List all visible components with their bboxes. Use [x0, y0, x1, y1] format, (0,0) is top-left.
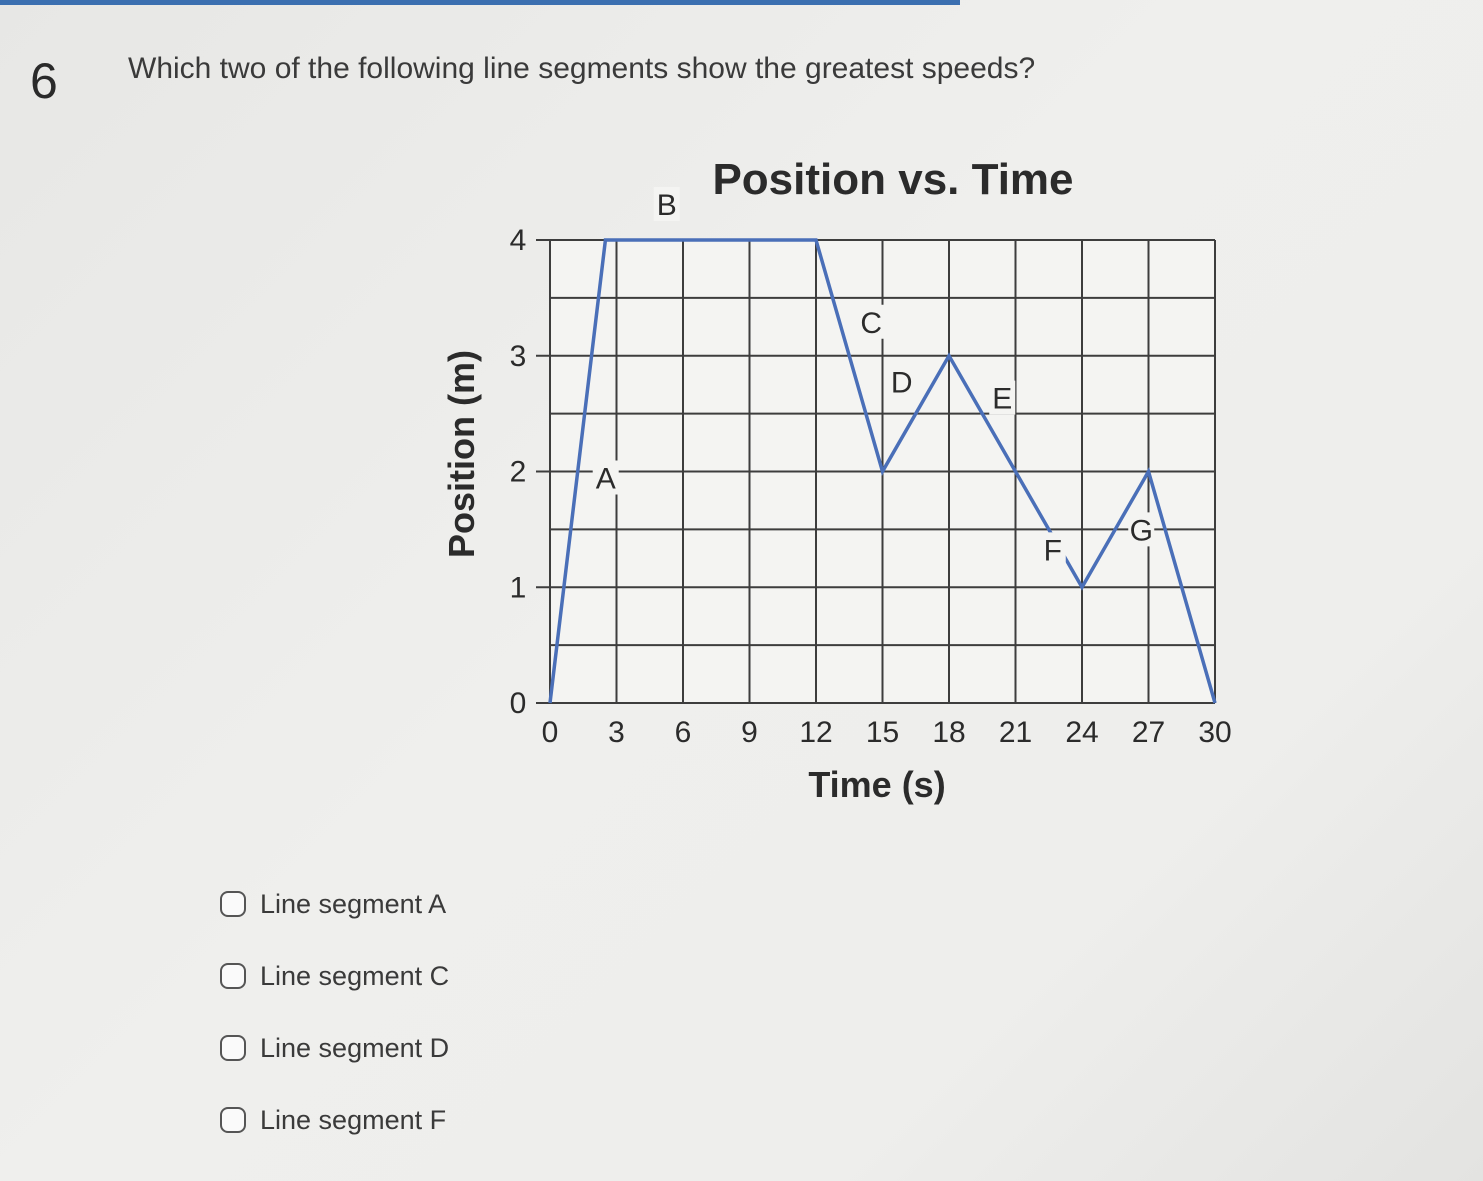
chart-title: Position vs. Time	[712, 155, 1073, 204]
checkbox-icon[interactable]	[220, 891, 246, 917]
option-label: Line segment A	[260, 888, 447, 919]
option-segment-c[interactable]: Line segment C	[220, 954, 449, 998]
series-layer	[548, 238, 1217, 704]
x-tick-label: 18	[932, 716, 965, 749]
x-tick-label: 15	[866, 716, 899, 749]
question-number: 6	[30, 53, 58, 109]
option-label: Line segment C	[260, 960, 450, 991]
option-label: Line segment D	[260, 1032, 450, 1063]
segment-label-bg	[653, 187, 680, 221]
answer-options: Line segment A Line segment C Line segme…	[220, 882, 449, 1170]
y-tick-label: 1	[510, 571, 527, 604]
top-accent-bar	[0, 0, 960, 5]
segment-label-bg	[1128, 512, 1155, 547]
y-tick-label: 3	[510, 340, 527, 373]
position-time-chart: Position vs. Time Time (s) Position (m) …	[441, 155, 1232, 805]
x-tick-label: 21	[999, 716, 1032, 749]
segment-label-bg	[1039, 532, 1066, 567]
y-tick-label: 0	[510, 687, 527, 720]
x-tick-label: 30	[1198, 716, 1231, 749]
segment-label-bg	[888, 364, 915, 399]
x-tick-label: 9	[741, 716, 758, 749]
option-segment-d[interactable]: Line segment D	[220, 1026, 449, 1070]
segment-label: A	[596, 463, 616, 496]
checkbox-icon[interactable]	[220, 1035, 246, 1061]
segment-label: C	[860, 307, 882, 340]
x-tick-label: 6	[675, 716, 692, 749]
segment-label: G	[1130, 514, 1153, 547]
segment-label: F	[1044, 534, 1062, 567]
position-line	[548, 238, 1217, 704]
option-segment-a[interactable]: Line segment A	[220, 882, 449, 926]
segment-label-bg	[989, 380, 1016, 415]
segment-label: E	[992, 383, 1012, 416]
question-text: Which two of the following line segments…	[128, 52, 1036, 85]
segment-label: D	[891, 367, 913, 400]
option-label: Line segment F	[260, 1104, 447, 1135]
x-tick-label: 27	[1132, 716, 1165, 749]
x-tick-label: 0	[542, 716, 559, 749]
checkbox-icon[interactable]	[220, 1107, 246, 1133]
y-tick-label: 2	[510, 456, 527, 489]
x-tick-label: 3	[608, 716, 625, 749]
x-axis-label: Time (s)	[808, 764, 945, 805]
x-tick-label: 12	[799, 716, 832, 749]
y-axis-label: Position (m)	[441, 350, 482, 558]
segment-label-bg	[592, 460, 619, 495]
option-segment-f[interactable]: Line segment F	[220, 1098, 449, 1142]
y-tick-label: 4	[510, 224, 527, 257]
segment-label-bg	[858, 304, 885, 339]
segment-label: B	[657, 189, 677, 222]
x-tick-label: 24	[1065, 716, 1098, 749]
segment-label-layer: A B CD E F G	[592, 187, 1155, 567]
checkbox-icon[interactable]	[220, 963, 246, 989]
